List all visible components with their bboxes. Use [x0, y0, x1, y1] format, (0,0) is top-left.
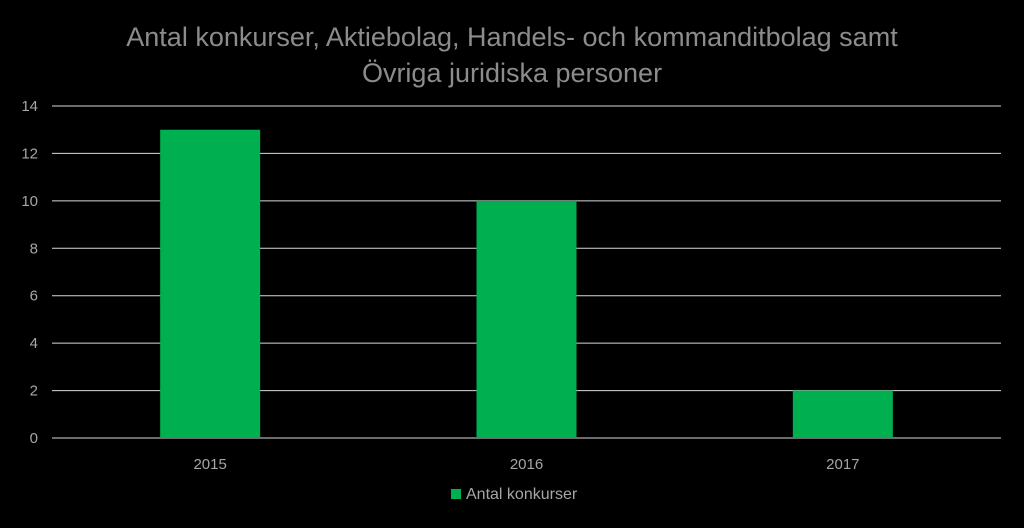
x-tick-label: 2016: [510, 456, 543, 473]
legend: Antal konkurser: [451, 486, 578, 503]
x-tick-label: 2015: [193, 456, 226, 473]
chart-title: Antal konkurser, Aktiebolag, Handels- oc…: [126, 22, 898, 88]
y-axis-ticks: 0 2 4 6 8 10 12 14: [21, 98, 38, 447]
x-axis-ticks: 2015 2016 2017: [193, 456, 859, 473]
bar-2015: [160, 129, 261, 438]
y-tick-label: 8: [30, 240, 38, 257]
chart-title-line-1: Antal konkurser, Aktiebolag, Handels- oc…: [126, 22, 898, 52]
x-tick-label: 2017: [826, 456, 859, 473]
bars: [160, 129, 893, 438]
y-tick-label: 12: [21, 145, 38, 162]
y-tick-label: 2: [30, 383, 38, 400]
legend-label: Antal konkurser: [466, 486, 578, 503]
bar-2017: [792, 390, 893, 438]
y-tick-label: 10: [21, 193, 38, 210]
chart-title-line-2: Övriga juridiska personer: [362, 58, 662, 88]
y-tick-label: 14: [21, 98, 38, 115]
y-tick-label: 6: [30, 288, 38, 305]
legend-swatch: [451, 489, 461, 499]
y-tick-label: 4: [30, 335, 38, 352]
bar-2016: [476, 200, 577, 438]
y-tick-label: 0: [30, 430, 38, 447]
